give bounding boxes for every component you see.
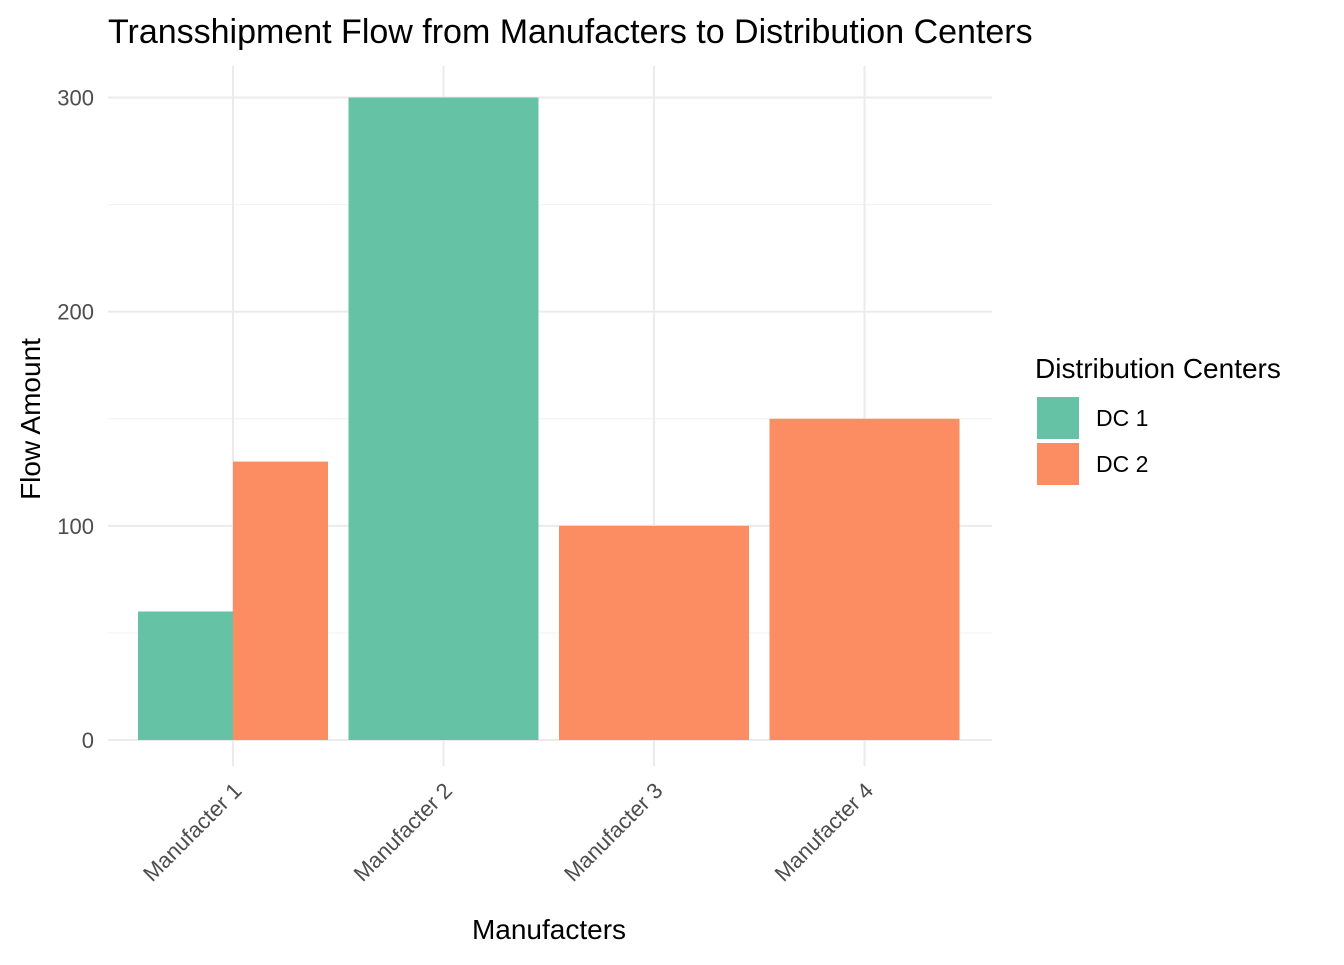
- y-tick-label: 300: [57, 86, 94, 111]
- bar-dc-2-4: [769, 418, 960, 740]
- chart-title: Transshipment Flow from Manufacters to D…: [108, 13, 1033, 51]
- x-tick-label: Manufacter 4: [770, 778, 878, 886]
- legend-key-dc-2: [1037, 443, 1079, 485]
- legend: Distribution Centers DC 1 DC 2: [1035, 353, 1281, 485]
- y-tick-label: 100: [57, 514, 94, 539]
- x-axis-ticks: Manufacter 1 Manufacter 2 Manufacter 3 Manu…: [138, 778, 878, 886]
- bar-dc-1-2: [348, 97, 539, 740]
- y-axis-title: Flow Amount: [15, 338, 46, 500]
- y-axis-ticks: 0 100 200 300: [57, 86, 94, 754]
- y-tick-label: 200: [57, 300, 94, 325]
- x-axis-title: Manufacters: [472, 914, 626, 945]
- y-tick-label: 0: [82, 728, 94, 753]
- legend-title: Distribution Centers: [1035, 353, 1281, 384]
- legend-key-dc-1: [1037, 397, 1079, 439]
- x-tick-label: Manufacter 1: [138, 778, 246, 886]
- bar-dc-1-1: [138, 611, 233, 740]
- legend-label: DC 2: [1096, 451, 1148, 477]
- x-tick-label: Manufacter 3: [559, 778, 667, 886]
- bar-dc-2-3: [559, 525, 749, 740]
- legend-label: DC 1: [1096, 405, 1148, 431]
- bars: [138, 97, 960, 740]
- bar-dc-2-1: [233, 461, 328, 740]
- x-tick-label: Manufacter 2: [349, 778, 457, 886]
